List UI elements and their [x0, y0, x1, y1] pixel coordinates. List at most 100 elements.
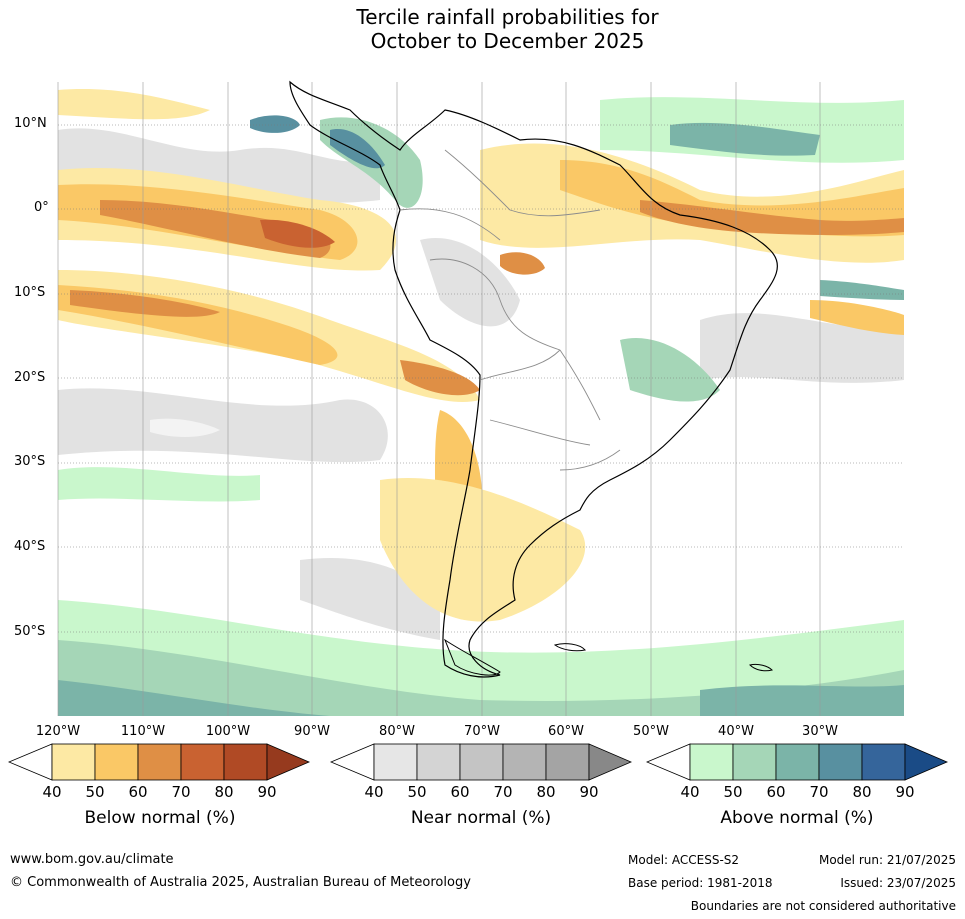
colorbar-segment: [223, 743, 268, 781]
colorbar-tick-label: 90: [579, 783, 599, 801]
colorbar-above-normal: [646, 743, 948, 781]
colorbar-segment: [861, 743, 906, 781]
lat-label: 0°: [34, 200, 49, 215]
below-normal-region-north-pacific: [58, 89, 210, 120]
colorbar-tick-label: 80: [852, 783, 872, 801]
above-normal-region-pacific: [58, 467, 260, 502]
colorbar-tick-label: 80: [536, 783, 556, 801]
below-normal-region-10s-pacific-strong: [70, 290, 220, 317]
lon-label: 120°W: [35, 724, 81, 739]
above-normal-region-colombia-deep: [330, 129, 385, 169]
above-normal-region-south-deep: [58, 640, 904, 716]
tierra-del-fuego-outline: [443, 638, 773, 676]
lon-label: 60°W: [548, 724, 584, 739]
colorbar-tick-label: 90: [895, 783, 915, 801]
footer-base-period: Base period: 1981-2018: [628, 876, 773, 890]
footer-disclaimer: Boundaries are not considered authoritat…: [690, 899, 956, 913]
colorbar-title-above: Above normal (%): [720, 808, 874, 828]
colorbar-segment: [180, 743, 225, 781]
colorbar-tick-label: 70: [809, 783, 829, 801]
lon-label: 100°W: [205, 724, 251, 739]
colorbar-tick-label: 80: [214, 783, 234, 801]
colorbar-segment: [904, 743, 948, 781]
colorbar-segment: [94, 743, 139, 781]
colorbar-tick-label: 50: [407, 783, 427, 801]
colorbar-segment: [646, 743, 691, 781]
colorbar-segment: [775, 743, 820, 781]
above-normal-region-south-deeper: [58, 680, 330, 716]
above-normal-region-atlantic-10s: [820, 280, 904, 300]
footer-url: www.bom.gov.au/climate: [10, 852, 174, 867]
above-normal-region-panama: [250, 115, 300, 133]
below-normal-region-south-atlantic: [810, 300, 904, 335]
colorbar-tick-label: 50: [723, 783, 743, 801]
colorbar-segment: [732, 743, 777, 781]
colorbar-tick-label: 60: [766, 783, 786, 801]
below-normal-region-argentina: [380, 478, 586, 622]
colorbar-title-near: Near normal (%): [410, 808, 552, 828]
colorbar-tick-label: 40: [364, 783, 384, 801]
colorbar-below-normal: [8, 743, 310, 781]
colorbar-segment: [266, 743, 310, 781]
above-normal-region-brazil-east: [620, 338, 720, 402]
colorbar-tick-label: 60: [450, 783, 470, 801]
above-normal-region-southeast: [700, 685, 904, 716]
colorbar-segment: [818, 743, 863, 781]
south-america-coastline: [289, 80, 779, 678]
colorbar-tick-label: 70: [171, 783, 191, 801]
near-normal-region-land: [420, 238, 520, 327]
footer-copyright: © Commonwealth of Australia 2025, Austra…: [10, 875, 471, 890]
colorbar-title-below: Below normal (%): [84, 808, 236, 828]
lat-label: 10°S: [14, 285, 46, 300]
footer-model-run: Model run: 21/07/2025: [818, 853, 956, 867]
lat-label: 20°S: [14, 370, 46, 385]
lon-label: 90°W: [294, 724, 330, 739]
colorbar-segment: [8, 743, 53, 781]
colorbar-segment: [459, 743, 504, 781]
lat-label: 10°N: [14, 116, 47, 131]
colorbar-segment: [545, 743, 590, 781]
lon-label: 70°W: [464, 724, 500, 739]
colorbar-near-normal: [330, 743, 632, 781]
map-title-line1: Tercile rainfall probabilities for: [356, 5, 659, 29]
colorbar-tick-label: 90: [257, 783, 277, 801]
lon-label: 40°W: [718, 724, 754, 739]
lon-label: 80°W: [379, 724, 415, 739]
colorbar-tick-label: 60: [128, 783, 148, 801]
colorbar-segment: [51, 743, 96, 781]
map-title-line2: October to December 2025: [370, 29, 645, 53]
below-normal-region-north-brazil-mid: [560, 160, 904, 237]
colorbar-segment: [416, 743, 461, 781]
colorbar-tick-label: 50: [85, 783, 105, 801]
lat-label: 50°S: [14, 624, 46, 639]
lat-label: 30°S: [14, 454, 46, 469]
map-field: [58, 82, 904, 716]
footer-issued: Issued: 23/07/2025: [840, 876, 956, 890]
map-noise-white: [150, 418, 690, 456]
colorbar-segment: [373, 743, 418, 781]
graticule: [58, 124, 904, 633]
below-normal-region-equatorial-pacific-core: [260, 219, 335, 248]
below-normal-region-equatorial-pacific-strong: [100, 200, 331, 258]
lon-label: 110°W: [120, 724, 166, 739]
colorbar-tick-label: 40: [42, 783, 62, 801]
below-normal-region-amazon: [500, 252, 545, 275]
lon-label: 50°W: [633, 724, 669, 739]
below-normal-region-peru-chile: [400, 360, 480, 396]
footer-model: Model: ACCESS-S2: [628, 853, 740, 867]
colorbar-segment: [330, 743, 375, 781]
colorbar-tick-label: 70: [493, 783, 513, 801]
meridians: [57, 82, 821, 716]
colorbar-segment: [502, 743, 547, 781]
lon-label: 30°W: [802, 724, 838, 739]
colorbar-segment: [689, 743, 734, 781]
colorbar-segment: [137, 743, 182, 781]
above-normal-region-north-atlantic-deep: [670, 122, 820, 156]
colorbar-tick-label: 40: [680, 783, 700, 801]
country-borders: [399, 149, 621, 471]
near-normal-region-east: [700, 313, 904, 383]
near-normal-region-west: [58, 388, 388, 463]
colorbar-segment: [588, 743, 632, 781]
lat-label: 40°S: [14, 539, 46, 554]
